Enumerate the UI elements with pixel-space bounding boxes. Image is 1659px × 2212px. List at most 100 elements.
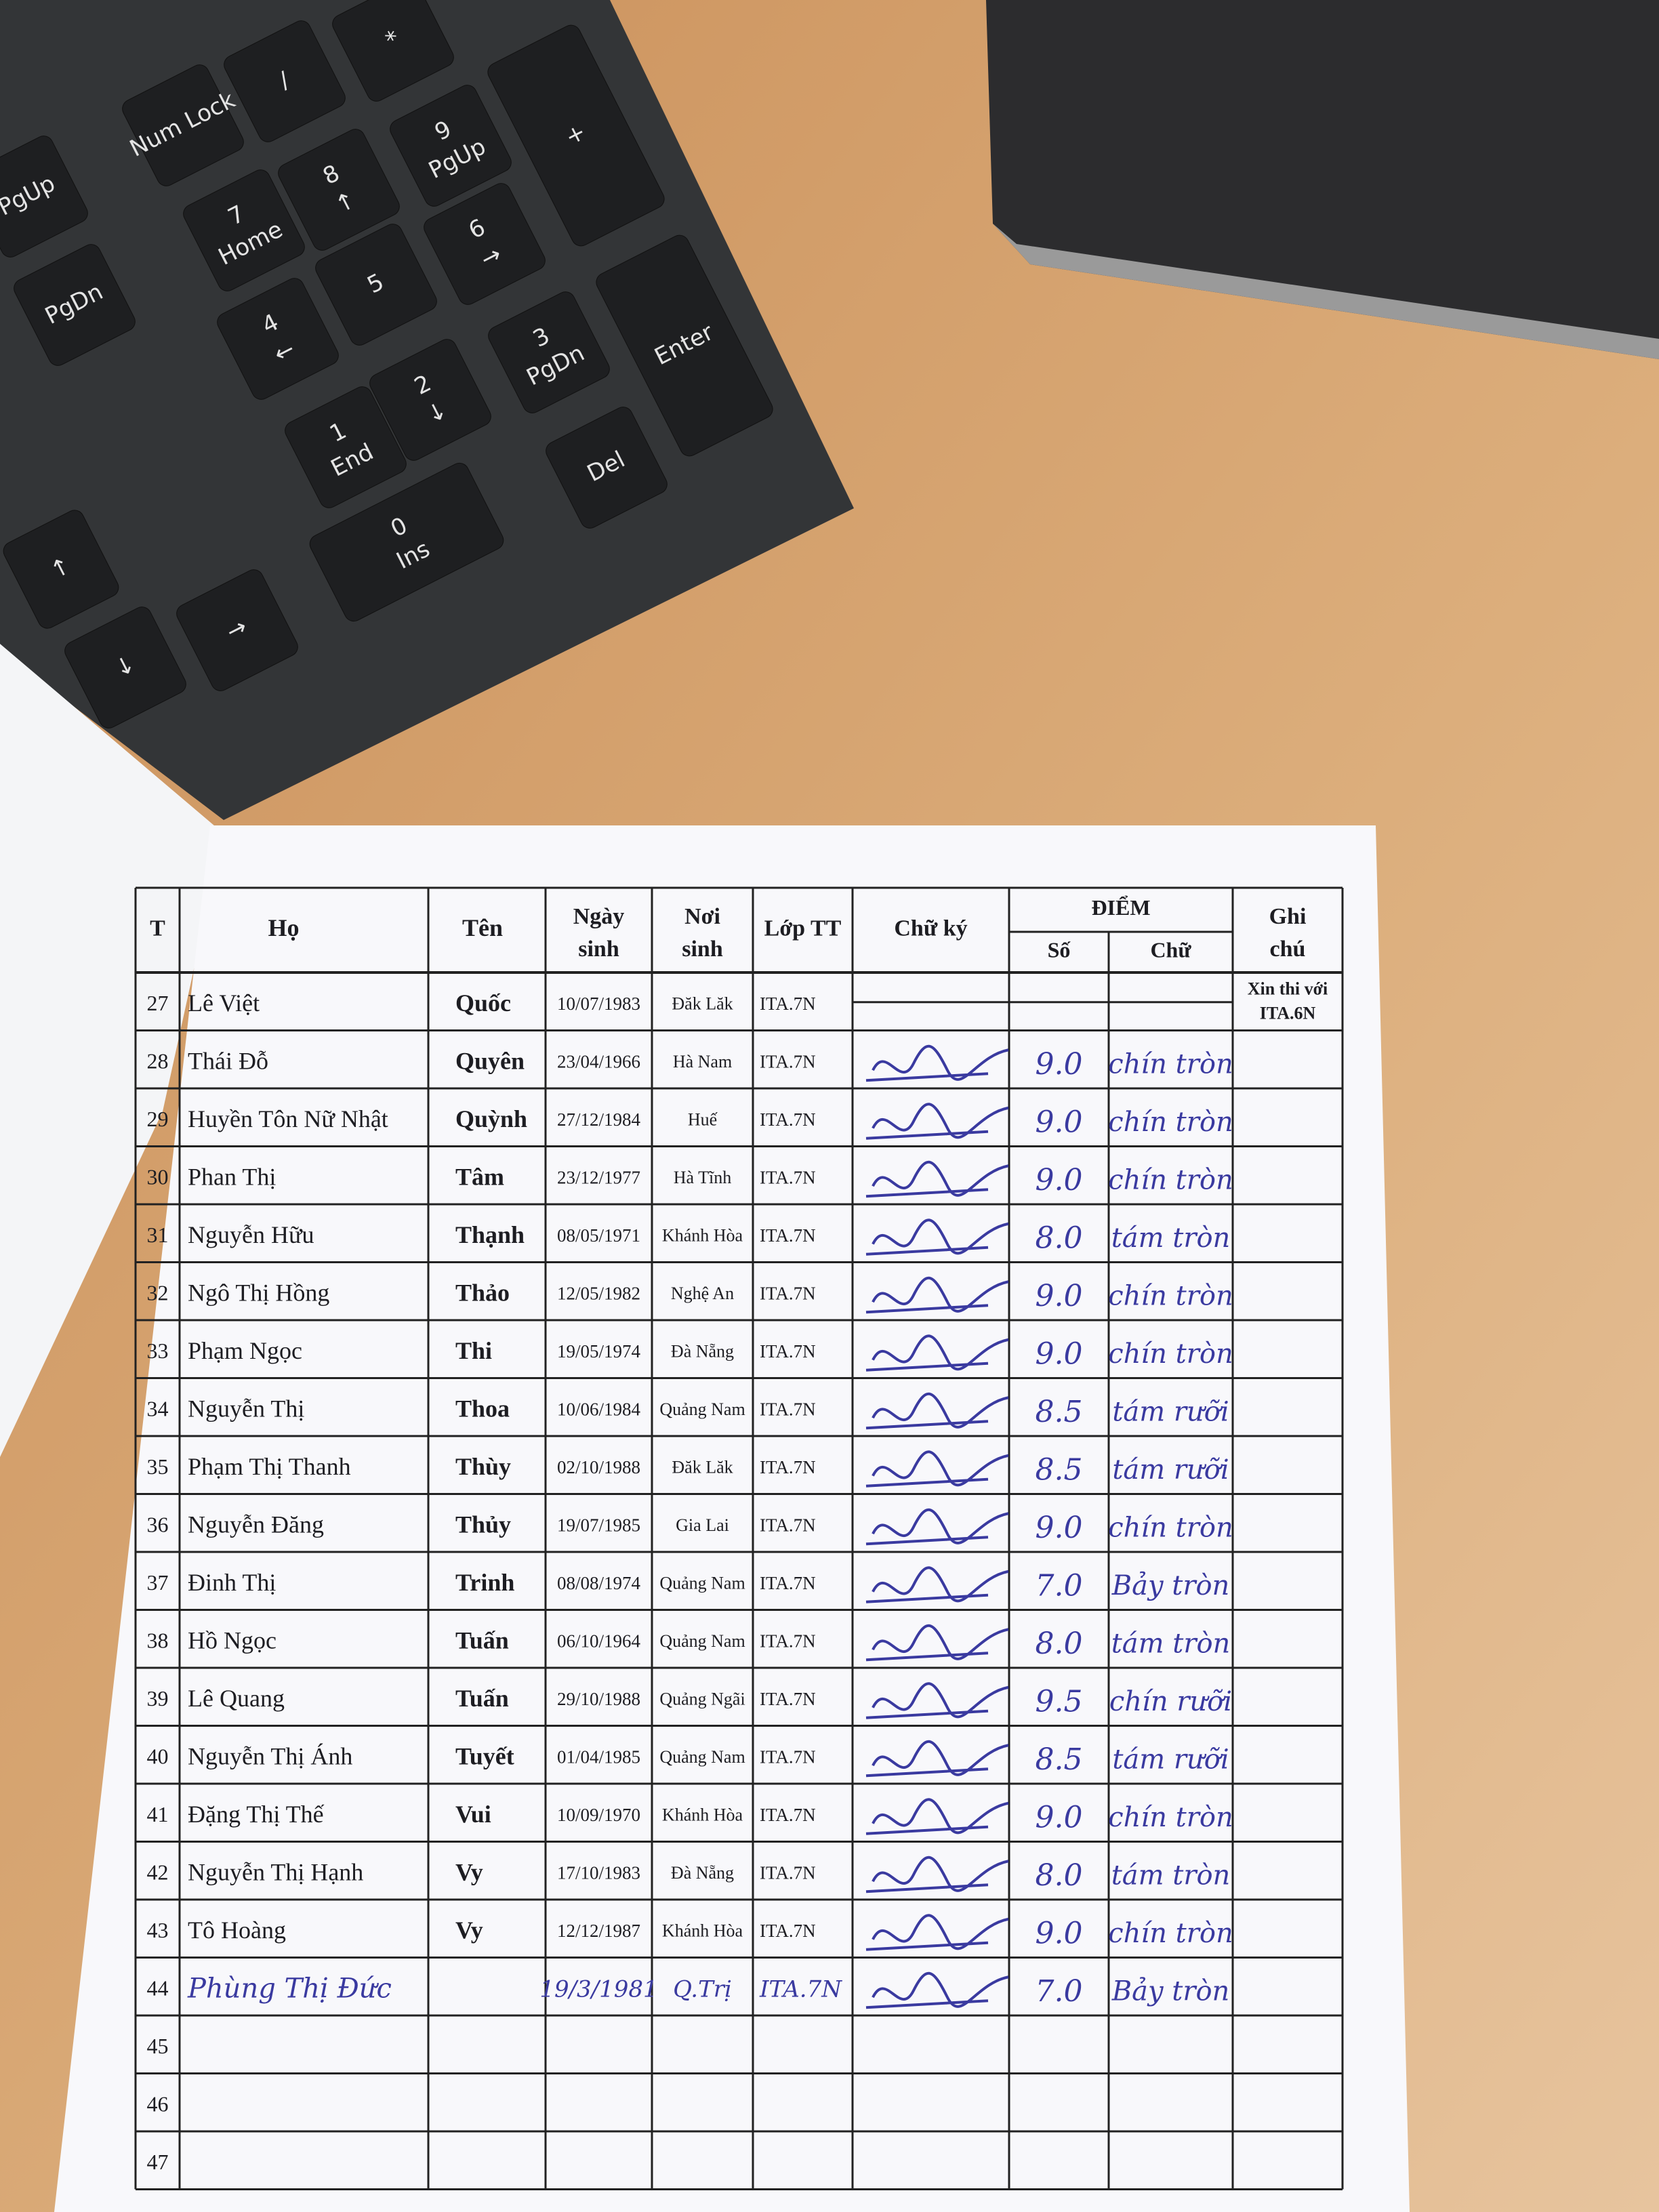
cell-text: ITA.7N: [760, 1399, 816, 1419]
cell-text: tám tròn: [1111, 1223, 1231, 1254]
cell-text: chín tròn: [1108, 1918, 1233, 1949]
cell-text: ITA.7N: [760, 1225, 816, 1246]
cell-text: 9.0: [1036, 1511, 1083, 1545]
cell-text: ITA.7N: [760, 994, 816, 1014]
cell-text: tám rưỡi: [1112, 1744, 1229, 1775]
cell-text: ITA.7N: [760, 1167, 816, 1187]
cell-text: Thủy: [455, 1511, 511, 1538]
cell-text: Tuyết: [455, 1743, 514, 1770]
cell-text: ITA.7N: [760, 1746, 816, 1767]
cell-text: chín tròn: [1108, 1107, 1233, 1138]
cell-text: ITA.6N: [1260, 1004, 1316, 1023]
cell-text: 41: [147, 1802, 169, 1826]
cell-text: chín tròn: [1108, 1338, 1233, 1370]
key: 8↑: [278, 129, 400, 251]
key: 2↓: [369, 339, 491, 461]
cell-text: Khánh Hòa: [662, 1226, 743, 1246]
cell-text: 08/05/1971: [557, 1225, 640, 1246]
cell-text: 8.5: [1036, 1395, 1083, 1429]
key: PgDn: [14, 244, 136, 366]
cell-text: Phan Thị: [188, 1164, 276, 1191]
cell-text: Quảng Ngãi: [659, 1689, 745, 1709]
cell-text: Thi: [455, 1337, 492, 1364]
signature: [865, 1334, 1009, 1372]
cell-text: 38: [147, 1629, 169, 1653]
key-cap: [488, 291, 610, 413]
signature: [865, 1566, 1009, 1603]
cell-text: ITA.7N: [760, 1051, 816, 1071]
cell-text: 9.0: [1036, 1336, 1083, 1371]
cell-text: Quyên: [455, 1048, 525, 1075]
header-text: Lớp TT: [764, 916, 842, 941]
key: ↓: [64, 607, 186, 729]
key-cap: [285, 386, 407, 508]
cell-text: Xin thi với: [1248, 979, 1328, 999]
cell-text: Huyền Tôn Nữ Nhật: [188, 1105, 388, 1132]
header-text: Tên: [462, 914, 503, 941]
key: PgUp: [0, 136, 88, 258]
cell-text: 30: [147, 1165, 169, 1189]
cell-text: Quảng Nam: [659, 1399, 745, 1419]
cell-text: 29: [147, 1107, 169, 1131]
cell-text: ITA.7N: [760, 1341, 816, 1361]
key: Enter: [596, 234, 773, 457]
key-cap: [278, 129, 400, 251]
laptop-edge: [993, 224, 1659, 359]
cell-text: ITA.7N: [759, 1975, 842, 2003]
key-cap: [487, 24, 665, 247]
key: Del: [546, 407, 668, 529]
cell-text: 23/12/1977: [557, 1167, 640, 1187]
header-text: sinh: [578, 937, 619, 962]
cell-text: 29/10/1988: [557, 1689, 640, 1709]
header-text: Ngày: [573, 904, 625, 929]
cell-text: Tuấn: [455, 1627, 509, 1654]
cell-text: 19/3/1981: [539, 1975, 657, 2003]
signature: [865, 1798, 1009, 1835]
key-cap: [3, 510, 119, 629]
cell-text: tám rưỡi: [1112, 1454, 1229, 1486]
cell-text: 9.0: [1036, 1163, 1083, 1197]
document-sheet: [54, 825, 1410, 2212]
key: →: [176, 569, 298, 691]
cell-text: Hồ Ngọc: [188, 1627, 276, 1654]
signature: [865, 1914, 1009, 1951]
cell-text: Thùy: [455, 1453, 511, 1480]
key-cap: [546, 407, 668, 529]
cell-text: 9.5: [1036, 1684, 1083, 1719]
cell-text: Tâm: [455, 1164, 504, 1191]
signature: [865, 1624, 1009, 1662]
cell-text: chín tròn: [1108, 1164, 1233, 1195]
header-text: sinh: [682, 937, 723, 962]
key-cap: [122, 64, 244, 186]
cell-text: ITA.7N: [760, 1631, 816, 1651]
signature: [865, 1160, 1009, 1198]
key: Num Lock: [122, 64, 244, 186]
key-cap: [14, 244, 136, 366]
signature: [865, 1740, 1009, 1778]
cell-text: Tuấn: [455, 1685, 509, 1712]
cell-text: 32: [147, 1281, 169, 1305]
cell-text: Đà Nẵng: [671, 1863, 734, 1883]
key: 5: [315, 224, 437, 346]
cell-text: tám tròn: [1111, 1628, 1231, 1659]
key-cap: [424, 183, 546, 305]
cell-text: chín tròn: [1108, 1048, 1233, 1080]
cell-text: Phạm Ngọc: [188, 1337, 302, 1364]
cell-text: Hà Tĩnh: [674, 1168, 731, 1187]
cell-text: ITA.7N: [760, 1109, 816, 1130]
cell-text: 28: [147, 1049, 169, 1073]
cell-text: Khánh Hòa: [662, 1921, 743, 1941]
key: ↑: [3, 510, 119, 629]
cell-text: 37: [147, 1570, 169, 1595]
key-cap: [596, 234, 773, 457]
cell-text: 19/07/1985: [557, 1515, 640, 1535]
header-text: Số: [1048, 937, 1071, 962]
cell-text: 8.0: [1036, 1626, 1083, 1661]
cell-text: chín tròn: [1108, 1280, 1233, 1311]
cell-text: 08/08/1974: [557, 1573, 641, 1593]
cell-text: 27: [147, 991, 169, 1015]
cell-text: Quảng Nam: [659, 1747, 745, 1767]
